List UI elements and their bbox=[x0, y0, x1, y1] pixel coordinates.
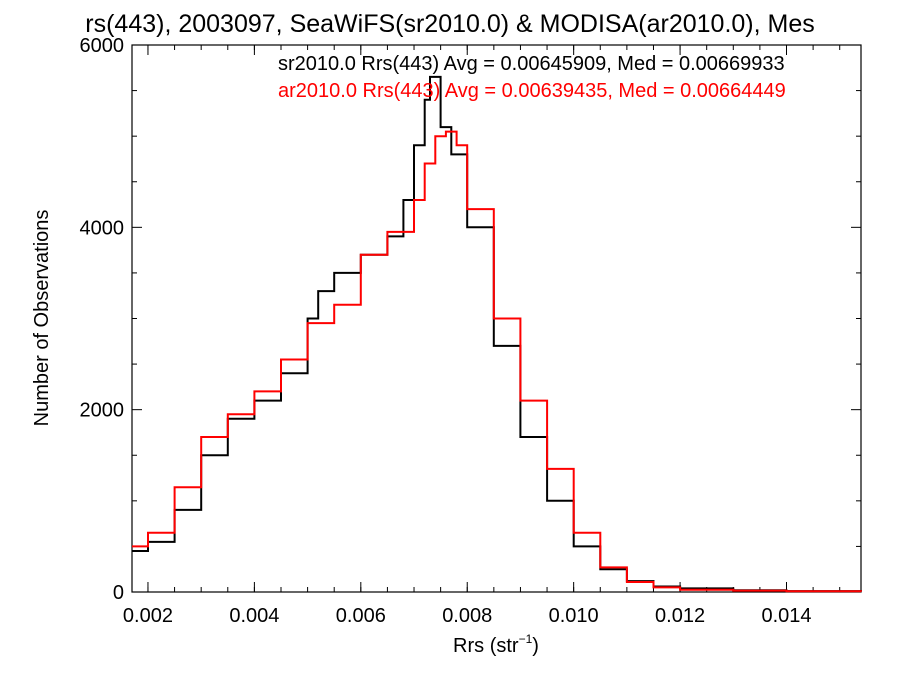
legend-entry-ar2010: ar2010.0 Rrs(443) Avg = 0.00639435, Med … bbox=[278, 80, 786, 102]
x-tick-label: 0.012 bbox=[655, 605, 705, 627]
x-tick-label: 0.014 bbox=[761, 605, 811, 627]
legend-entry-sr2010: sr2010.0 Rrs(443) Avg = 0.00645909, Med … bbox=[278, 53, 785, 75]
x-tick-label: 0.008 bbox=[442, 605, 492, 627]
x-axis-ticks: 0.002 0.004 0.006 0.008 0.010 0.012 0.014 bbox=[123, 45, 841, 627]
series-line-sr2010 bbox=[132, 75, 862, 593]
x-axis-label: Rrs (str−1) bbox=[453, 632, 539, 657]
y-tick-label: 6000 bbox=[80, 35, 125, 57]
y-tick-label: 0 bbox=[113, 582, 124, 604]
y-axis-ticks: 0 2000 4000 6000 bbox=[80, 35, 861, 604]
x-tick-label: 0.004 bbox=[229, 605, 279, 627]
series-line-ar2010 bbox=[132, 130, 862, 593]
x-tick-label: 0.002 bbox=[123, 605, 173, 627]
chart-title: rs(443), 2003097, SeaWiFS(sr2010.0) & MO… bbox=[85, 10, 814, 38]
y-tick-label: 4000 bbox=[80, 217, 125, 239]
x-tick-label: 0.006 bbox=[336, 605, 386, 627]
x-tick-label: 0.010 bbox=[549, 605, 599, 627]
y-tick-label: 2000 bbox=[80, 400, 125, 422]
y-axis-label: Number of Observations bbox=[31, 210, 53, 427]
series-layer bbox=[132, 75, 862, 593]
